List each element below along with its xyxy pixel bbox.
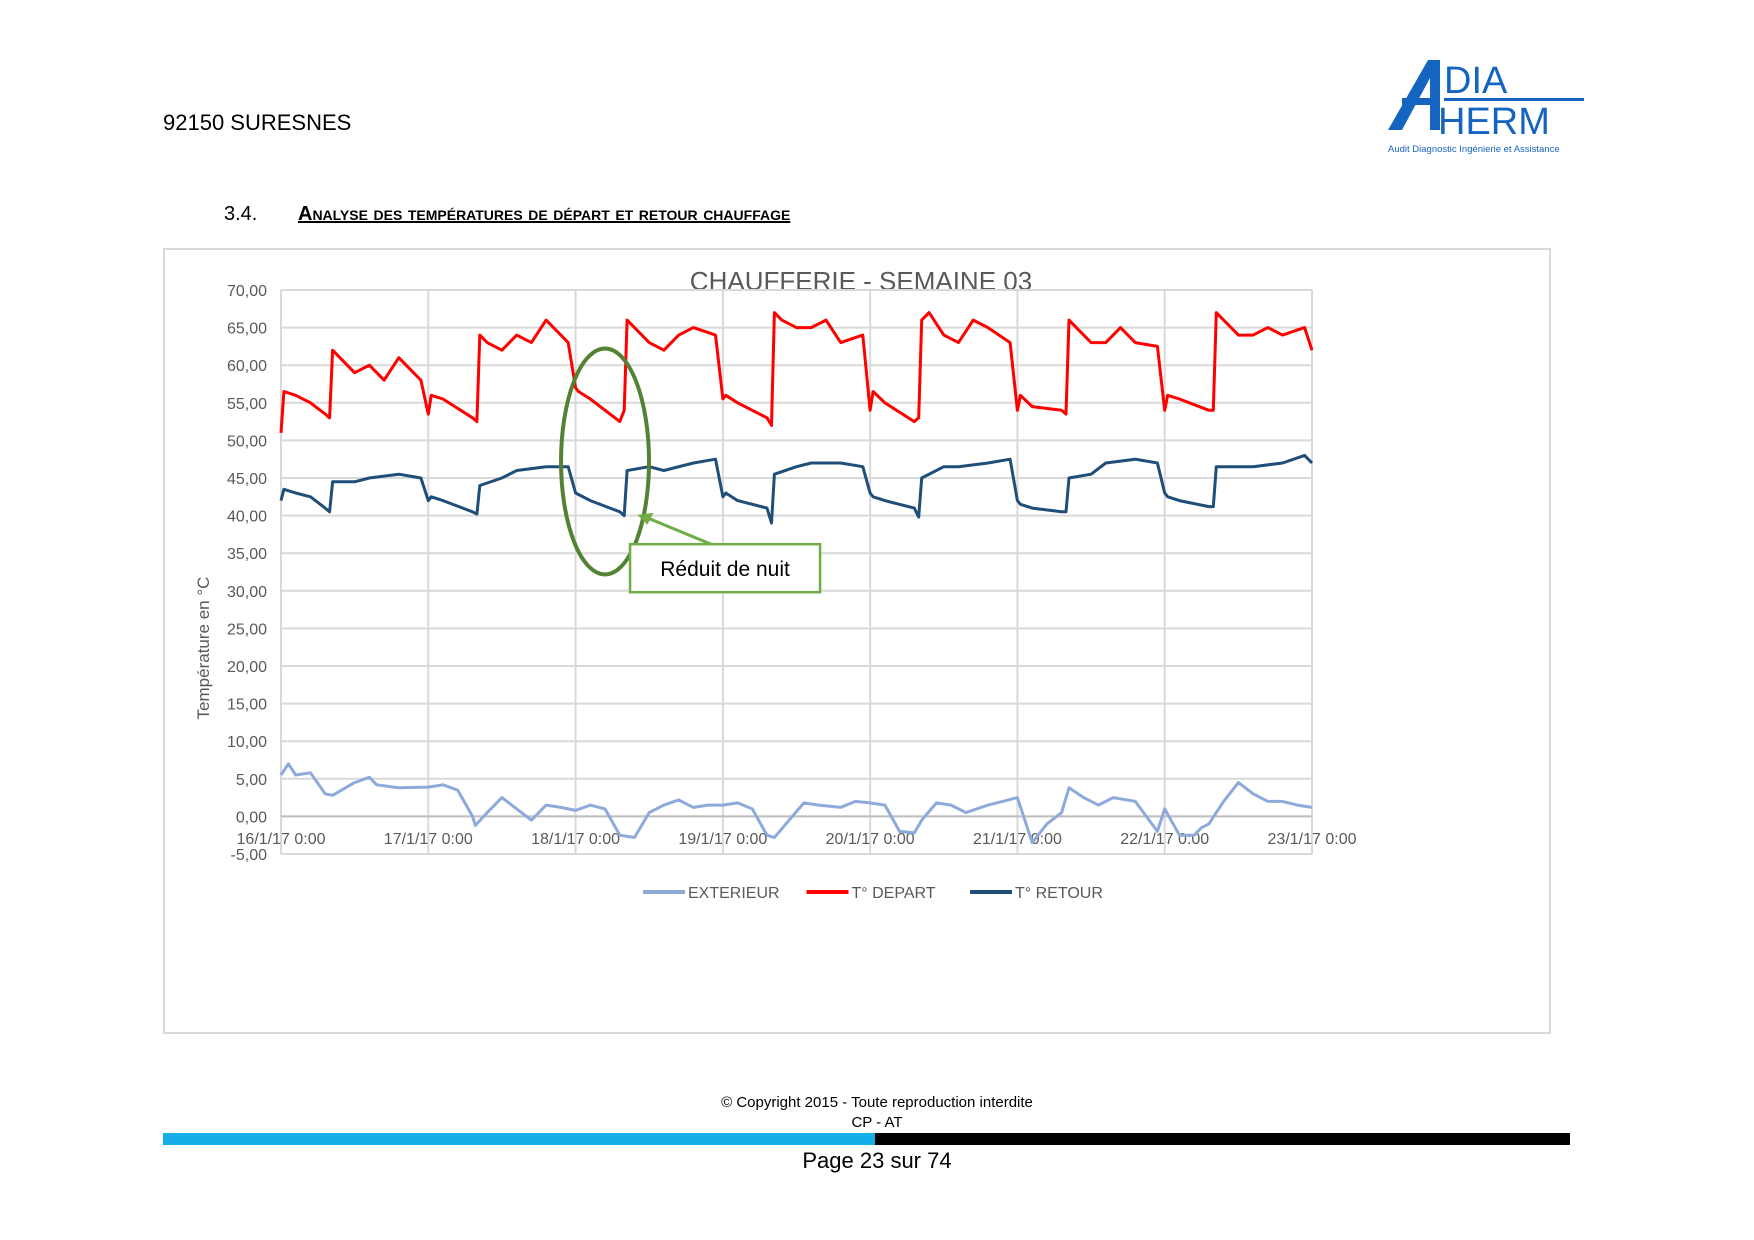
- y-tick-label: 30,00: [227, 584, 267, 601]
- header-location: 92150 SURESNES: [163, 110, 352, 135]
- y-tick-label: 5,00: [236, 772, 267, 789]
- x-tick-label: 23/1/17 0:00: [1268, 831, 1357, 848]
- x-tick-label: 16/1/17 0:00: [237, 831, 326, 848]
- annotation-ellipse: [559, 346, 652, 577]
- logo-line1: DIA: [1444, 60, 1508, 102]
- footer-copyright: © Copyright 2015 - Toute reproduction in…: [721, 1094, 1033, 1111]
- footer-bar-black: [875, 1133, 1570, 1145]
- legend-label: EXTERIEUR: [688, 885, 780, 902]
- logo-tagline: Audit Diagnostic Ingénierie et Assistanc…: [1388, 144, 1560, 155]
- y-tick-label: 15,00: [227, 697, 267, 714]
- x-tick-label: 21/1/17 0:00: [973, 831, 1062, 848]
- x-tick-label: 18/1/17 0:00: [531, 831, 620, 848]
- y-tick-label: 55,00: [227, 396, 267, 413]
- series-line-exterieur: [279, 762, 1313, 845]
- y-tick-label: 60,00: [227, 358, 267, 375]
- x-tick-label: 19/1/17 0:00: [678, 831, 767, 848]
- company-logo: DIA HERM Audit Diagnostic Ingénierie et …: [1388, 60, 1584, 155]
- y-tick-label: 50,00: [227, 433, 267, 450]
- chart-title: CHAUFFERIE - SEMAINE 03: [690, 266, 1032, 296]
- y-tick-label: 35,00: [227, 546, 267, 563]
- y-tick-label: 25,00: [227, 621, 267, 638]
- footer-initials: CP - AT: [851, 1114, 903, 1131]
- series-line-t-retour: [279, 453, 1314, 525]
- y-tick-label: 10,00: [227, 734, 267, 751]
- logo-a-shape: [1388, 60, 1440, 130]
- y-axis-label: Température en °C: [194, 577, 213, 720]
- y-tick-label: 40,00: [227, 509, 267, 526]
- y-tick-label: 0,00: [236, 809, 267, 826]
- section-heading: 3.4. Analyse des températures de départ e…: [224, 203, 790, 226]
- chart-frame: [163, 248, 1551, 1034]
- section-number: 3.4.: [224, 203, 258, 225]
- annotation-arrow: [641, 514, 712, 546]
- temperature-chart: CHAUFFERIE - SEMAINE 03 -5,00 0,00 5,00 10,…: [194, 266, 1357, 902]
- y-tick-label: 45,00: [227, 471, 267, 488]
- y-tick-label: 70,00: [227, 283, 267, 300]
- annotation-label: Réduit de nuit: [660, 558, 790, 581]
- annotation-box: [628, 542, 822, 594]
- footer-bar-blue: [163, 1133, 875, 1145]
- y-tick-label: 65,00: [227, 321, 267, 338]
- y-tick-label: 20,00: [227, 659, 267, 676]
- legend-label: T° RETOUR: [1015, 885, 1103, 902]
- x-tick-label: 20/1/17 0:00: [826, 831, 915, 848]
- y-tick-label: -5,00: [231, 847, 268, 864]
- annotation-arrow-head: [637, 512, 654, 525]
- page-number: Page 23 sur 74: [802, 1148, 952, 1173]
- x-tick-label: 17/1/17 0:00: [384, 831, 473, 848]
- series-line-t-depart: [279, 311, 1314, 434]
- legend-label: T° DEPART: [852, 885, 936, 902]
- section-title: Analyse des températures de départ et re…: [298, 203, 791, 225]
- logo-line2: HERM: [1438, 101, 1550, 143]
